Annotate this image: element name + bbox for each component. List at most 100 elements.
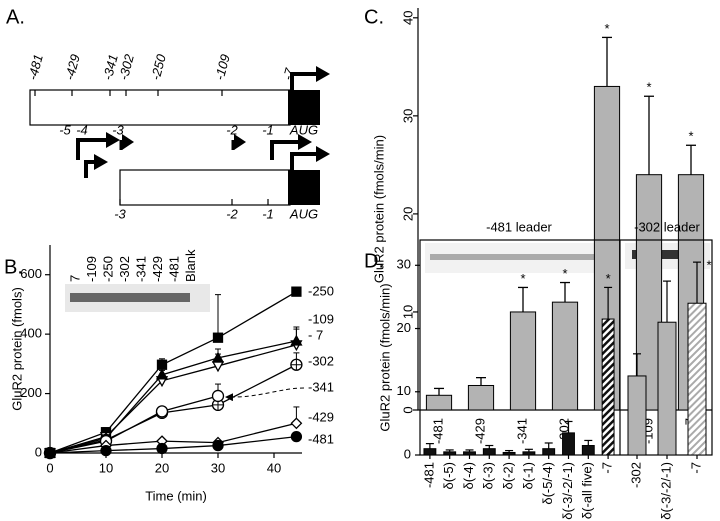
y-tick-label: 20 bbox=[400, 207, 415, 221]
lane-label: -429 bbox=[150, 256, 165, 282]
panel-label: B. bbox=[4, 256, 23, 278]
start-codon: AUG bbox=[289, 122, 318, 137]
start-site-label: -2 bbox=[226, 122, 238, 137]
y-tick-label: 30 bbox=[397, 257, 411, 272]
bar bbox=[482, 448, 496, 456]
y-axis-label: GluR2 protein (fmols/min) bbox=[371, 135, 386, 283]
series-line bbox=[49, 291, 297, 454]
x-tick-label: δ(-3/-2/-1) bbox=[658, 462, 673, 520]
x-tick-label: δ(-all five) bbox=[580, 462, 595, 519]
marker bbox=[155, 405, 169, 418]
x-tick-label: 0 bbox=[46, 460, 53, 475]
bar bbox=[635, 174, 663, 411]
bar bbox=[657, 321, 677, 456]
bar bbox=[687, 302, 707, 456]
x-axis-label: Time (min) bbox=[145, 488, 207, 503]
bar bbox=[463, 451, 476, 456]
start-site-label: -4 bbox=[76, 122, 88, 137]
x-tick-label: -302 bbox=[628, 462, 643, 488]
annotation-arrow bbox=[225, 387, 305, 402]
bar bbox=[562, 432, 575, 456]
position-label: -7 bbox=[280, 66, 298, 82]
bar bbox=[467, 384, 495, 411]
marker bbox=[290, 334, 303, 346]
x-tick-label: 10 bbox=[99, 460, 113, 475]
lane-label: 7 bbox=[67, 275, 82, 282]
x-tick-label: δ(-2) bbox=[501, 462, 516, 489]
series-label: -302 bbox=[308, 353, 334, 368]
x-tick-label: δ(-1) bbox=[520, 462, 535, 489]
panel-label: A. bbox=[6, 6, 25, 28]
start-site-label: -3 bbox=[112, 122, 124, 137]
bar bbox=[627, 375, 647, 456]
group-title: -302 leader bbox=[634, 219, 700, 234]
x-tick-label: 40 bbox=[267, 460, 281, 475]
x-tick-label: δ(-3) bbox=[481, 462, 496, 489]
y-axis-label: GluR2 protein (fmols) bbox=[9, 287, 24, 411]
marker bbox=[211, 389, 225, 403]
series-label: -341 bbox=[308, 379, 334, 394]
x-tick-label: -481 bbox=[421, 462, 436, 488]
y-tick-label: 600 bbox=[20, 266, 42, 281]
position-label: -250 bbox=[148, 52, 169, 82]
y-tick-label: 0 bbox=[35, 444, 42, 459]
series-label: -109 bbox=[308, 311, 334, 326]
y-tick-label: 30 bbox=[400, 109, 415, 123]
short-site-label: -1 bbox=[262, 206, 274, 221]
series-label: -481 bbox=[308, 431, 334, 446]
panel-a-diagram bbox=[29, 66, 330, 206]
y-tick-label: 10 bbox=[397, 383, 411, 398]
x-tick-label: 20 bbox=[155, 460, 169, 475]
lane-label: Blank bbox=[183, 249, 198, 282]
bar bbox=[423, 448, 437, 456]
marker bbox=[291, 286, 302, 297]
bar bbox=[601, 318, 615, 456]
short-site-label: -2 bbox=[226, 206, 238, 221]
marker bbox=[212, 332, 224, 343]
position-label: -481 bbox=[25, 53, 46, 82]
x-tick-label: δ(-3/-2/-1) bbox=[560, 462, 575, 520]
y-tick-label: 400 bbox=[20, 326, 42, 341]
x-tick-label: δ(-4) bbox=[461, 462, 476, 489]
series-line bbox=[49, 340, 297, 454]
bar bbox=[581, 445, 595, 456]
bar bbox=[542, 448, 556, 456]
lane-label: -341 bbox=[133, 256, 148, 282]
position-label: -109 bbox=[212, 53, 233, 82]
start-site-label: -5 bbox=[59, 122, 71, 137]
marker bbox=[156, 359, 168, 370]
significance: * bbox=[688, 129, 693, 144]
position-label: -429 bbox=[62, 53, 83, 82]
x-tick-label: -481 bbox=[430, 418, 445, 444]
lane-label: -109 bbox=[84, 256, 99, 282]
marker-cross bbox=[291, 359, 302, 370]
x-tick-label: -7 bbox=[600, 462, 615, 474]
bar bbox=[551, 301, 579, 411]
marker bbox=[290, 431, 303, 443]
significance: * bbox=[520, 271, 525, 286]
lane-label: -481 bbox=[166, 256, 181, 282]
x-tick-label: δ(-5) bbox=[441, 462, 456, 489]
y-tick-label: 0 bbox=[400, 406, 415, 413]
series-label: - 7 bbox=[308, 327, 323, 342]
bar bbox=[443, 451, 457, 456]
short-site-label: -3 bbox=[114, 206, 126, 221]
marker bbox=[212, 439, 224, 452]
x-tick-label: δ(-5/-4) bbox=[540, 462, 555, 505]
marker bbox=[44, 447, 56, 459]
y-tick-label: 20 bbox=[397, 320, 411, 335]
series-line bbox=[49, 395, 219, 454]
significance: * bbox=[706, 258, 711, 273]
significance: * bbox=[604, 21, 609, 36]
x-tick-label: 30 bbox=[211, 460, 225, 475]
marker bbox=[156, 442, 168, 455]
y-tick-label: 40 bbox=[400, 11, 415, 25]
y-axis-label: GluR2 protein (fmols/min) bbox=[377, 283, 392, 431]
marker bbox=[290, 417, 303, 430]
significance: * bbox=[646, 80, 651, 95]
x-tick-label: -429 bbox=[472, 418, 487, 444]
y-tick-label: 200 bbox=[20, 385, 42, 400]
significance: * bbox=[562, 266, 567, 281]
significance: * bbox=[606, 271, 611, 286]
